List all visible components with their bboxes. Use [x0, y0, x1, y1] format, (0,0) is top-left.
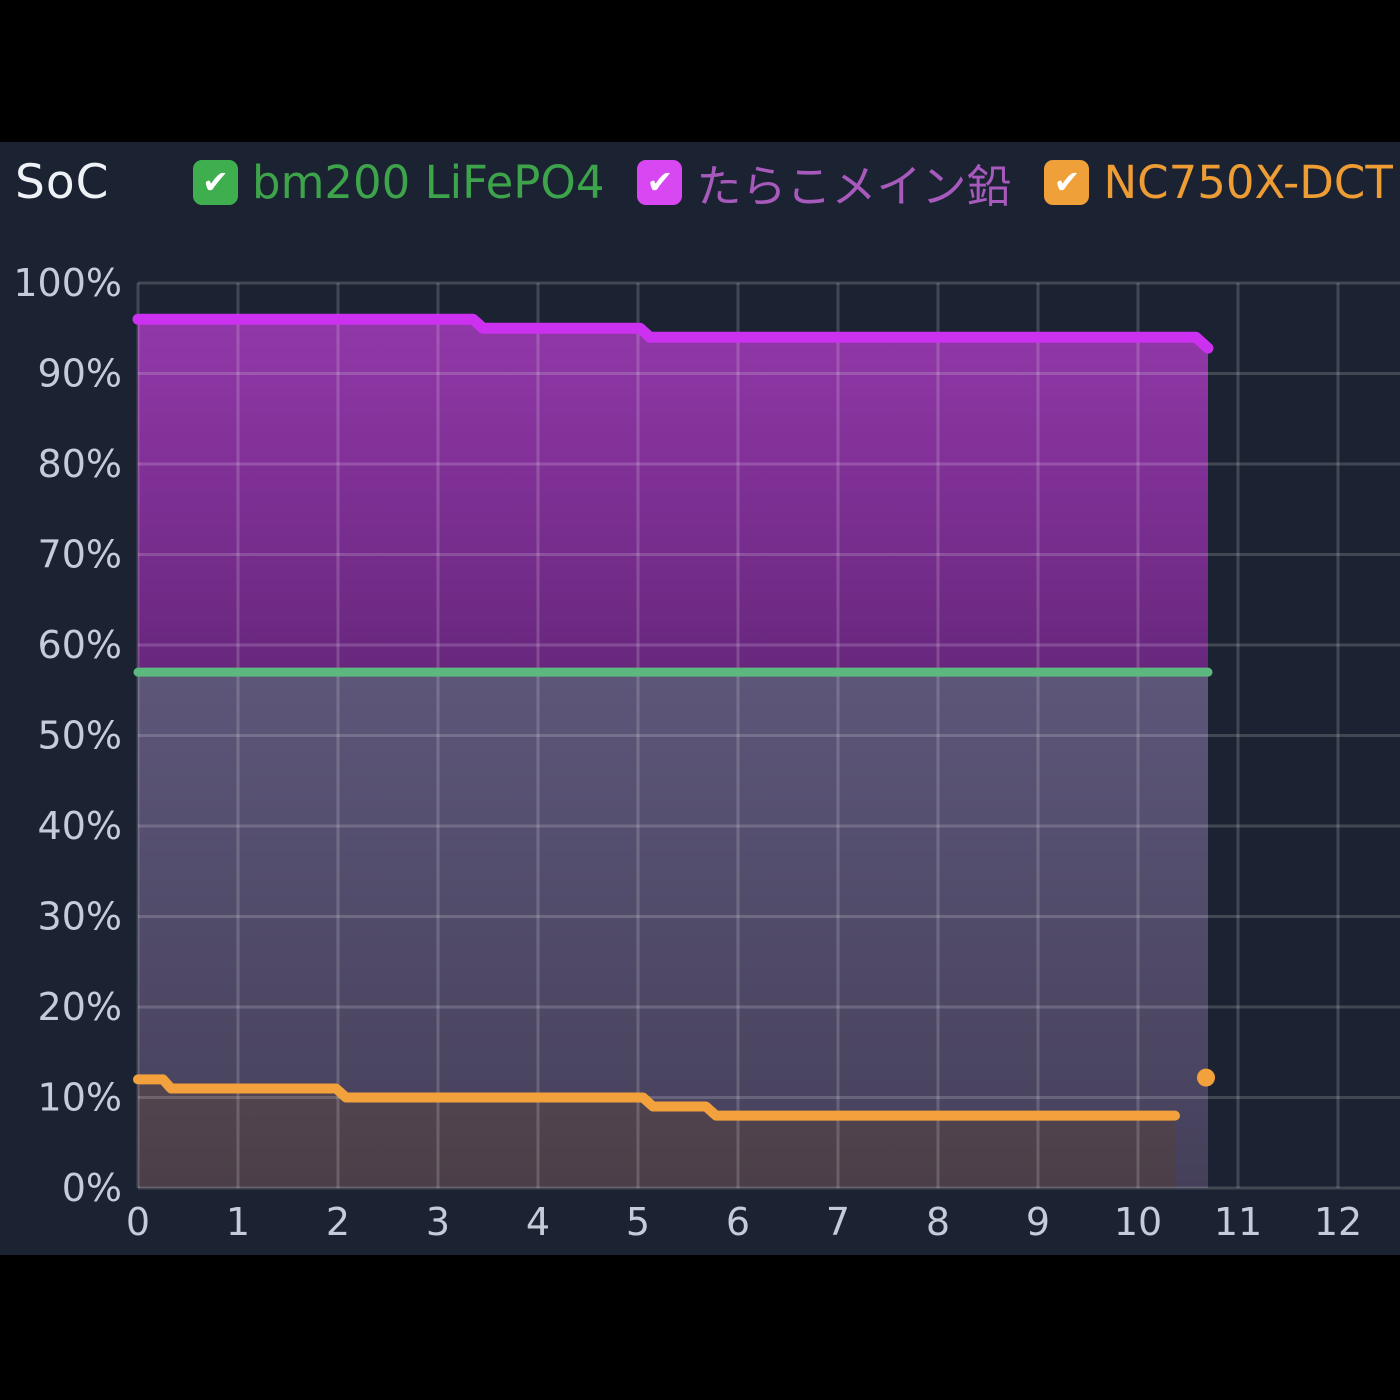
svg-text:0: 0	[126, 1200, 150, 1244]
legend-label: bm200 LiFePO4	[252, 155, 605, 209]
battery-monitor-app: SoC ✔ bm200 LiFePO4 ✔ たらこメイン鉛 ✔ NC750X-D…	[0, 142, 1400, 1255]
svg-text:70%: 70%	[38, 533, 122, 577]
series-area-0	[138, 672, 1208, 1188]
svg-text:50%: 50%	[38, 714, 122, 758]
svg-text:2: 2	[326, 1200, 350, 1244]
svg-text:10: 10	[1114, 1200, 1162, 1244]
legend-label: NC750X-DCT	[1103, 155, 1393, 209]
svg-text:3: 3	[426, 1200, 450, 1244]
svg-text:9: 9	[1026, 1200, 1050, 1244]
page-title: SoC	[15, 154, 110, 210]
svg-text:4: 4	[526, 1200, 550, 1244]
checkbox-checked-icon[interactable]: ✔	[1044, 159, 1090, 205]
series-line-2[interactable]	[133, 1074, 1180, 1121]
legend-label: たらこメイン鉛	[696, 159, 1012, 213]
svg-text:0%: 0%	[62, 1166, 122, 1210]
svg-text:80%: 80%	[38, 442, 122, 486]
svg-text:6: 6	[726, 1200, 750, 1244]
series-line-1[interactable]	[132, 313, 1214, 354]
series-area-2	[138, 1079, 1175, 1188]
svg-text:100%: 100%	[13, 261, 122, 305]
checkbox-checked-icon[interactable]: ✔	[637, 159, 683, 205]
grid	[136, 281, 1400, 1190]
checkbox-checked-icon[interactable]: ✔	[193, 159, 238, 205]
svg-text:5: 5	[626, 1200, 650, 1244]
svg-text:11: 11	[1214, 1200, 1262, 1244]
legend-item-bm200-lifepo4[interactable]: ✔ bm200 LiFePO4	[193, 156, 604, 209]
svg-text:20%: 20%	[38, 985, 122, 1029]
svg-text:10%: 10%	[38, 1076, 122, 1120]
chart-header: SoC ✔ bm200 LiFePO4 ✔ たらこメイン鉛 ✔ NC750X-D…	[15, 154, 1393, 213]
svg-text:7: 7	[826, 1200, 850, 1244]
svg-text:60%: 60%	[38, 623, 122, 667]
svg-text:12: 12	[1314, 1200, 1362, 1244]
legend-item-nc750x-dct[interactable]: ✔ NC750X-DCT	[1044, 155, 1393, 209]
svg-text:30%: 30%	[38, 895, 122, 939]
isolated-data-point[interactable]	[1197, 1068, 1215, 1087]
svg-text:8: 8	[926, 1200, 950, 1244]
svg-text:90%: 90%	[38, 352, 122, 396]
svg-text:40%: 40%	[38, 804, 122, 848]
legend: ✔ bm200 LiFePO4 ✔ たらこメイン鉛 ✔ NC750X-DCT	[193, 150, 1393, 215]
svg-text:1: 1	[226, 1200, 250, 1244]
soc-line-chart[interactable]: 0%10%20%30%40%50%60%70%80%90%100%0 1 2 3 4 5 6…	[0, 142, 1400, 1255]
axis-tick-labels: 0%10%20%30%40%50%60%70%80%90%100%0 1 2 3 4 5 6…	[13, 261, 1362, 1244]
legend-item-tarako-main-lead[interactable]: ✔ たらこメイン鉛	[637, 150, 1011, 215]
